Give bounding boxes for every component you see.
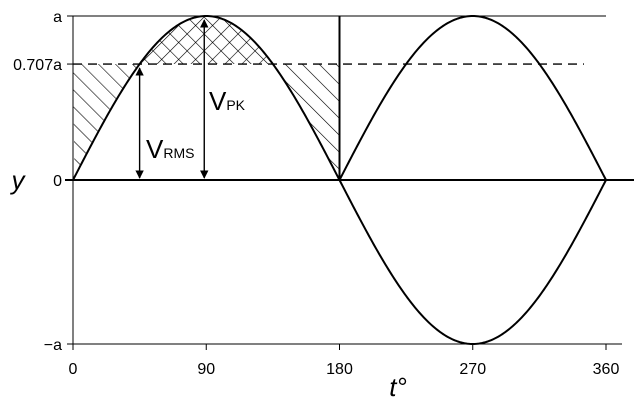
axes-layer xyxy=(65,15,634,350)
vrms-label: VRMS xyxy=(146,134,194,164)
y-axis-label: y xyxy=(10,165,27,195)
vpk-label: VPK xyxy=(209,86,246,116)
y-tick-label: 0.707a xyxy=(13,57,62,74)
y-tick-label: a xyxy=(53,9,62,26)
y-tick-label: −a xyxy=(44,337,62,354)
y-tick-label: 0 xyxy=(53,173,62,190)
series-line-half-cycle xyxy=(72,14,341,181)
series-line-negative xyxy=(338,179,607,346)
vpk-sub: PK xyxy=(226,97,245,113)
series-line-second-positive xyxy=(338,14,607,181)
x-tick-label: 360 xyxy=(593,361,620,378)
x-tick-label: 180 xyxy=(326,361,353,378)
x-axis-label: t° xyxy=(389,372,407,401)
vrms-main: V xyxy=(146,134,164,164)
x-tick-label: 0 xyxy=(69,361,78,378)
series-layer xyxy=(72,14,607,346)
vrms-sub: RMS xyxy=(163,145,194,161)
annotations-layer xyxy=(135,19,209,179)
x-tick-label: 90 xyxy=(197,361,215,378)
tick-labels: 0 90 180 270 360 −a 0 0.707a a xyxy=(13,9,619,378)
x-tick-label: 270 xyxy=(459,361,486,378)
vpk-main: V xyxy=(209,86,227,116)
